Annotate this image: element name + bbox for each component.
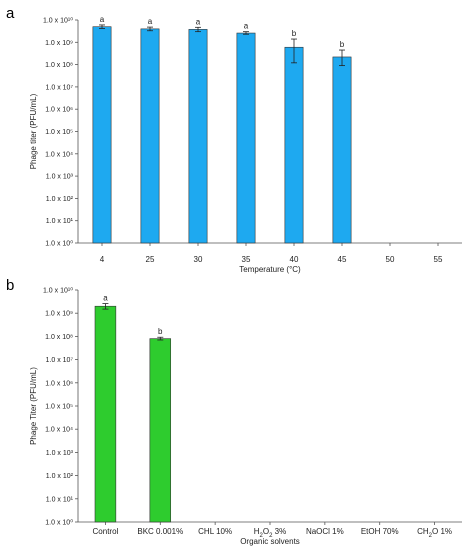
y-tick-label: 1.0 x 10⁹: [45, 40, 73, 47]
y-tick-label: 1.0 x 10⁵: [45, 404, 73, 411]
significance-label: a: [148, 17, 153, 26]
y-tick-label: 1.0 x 10²: [46, 196, 74, 203]
x-tick-label: H2O2 3%: [254, 527, 287, 539]
y-tick-label: 1.0 x 10⁵: [45, 129, 73, 136]
x-tick-label: CHL 10%: [198, 527, 232, 536]
bar: [94, 305, 117, 523]
panel-letter-a: a: [6, 5, 15, 22]
y-tick-label: 1.0 x 10⁰: [45, 240, 73, 248]
x-tick-label: CH2O 1%: [417, 527, 452, 539]
x-axis-title-b: Organic solvents: [240, 537, 300, 546]
y-tick-label: 1.0 x 10⁴: [45, 151, 73, 158]
x-tick-label: BKC 0.001%: [137, 527, 183, 536]
y-axis-title-a: Phage titer (PFU/mL): [29, 93, 38, 169]
significance-label: a: [196, 17, 201, 26]
y-tick-label: 1.0 x 10⁸: [45, 62, 73, 69]
significance-label: a: [244, 22, 249, 31]
panel-b: b Phage Titer (PFU/mL) Organic solvents …: [6, 277, 462, 546]
y-axis-title-b: Phage Titer (PFU/mL): [29, 367, 38, 445]
x-tick-label: NaOCl 1%: [306, 527, 344, 536]
y-tick-label: 1.0 x 10¹: [46, 496, 74, 503]
y-tick-label: 1.0 x 10¹⁰: [43, 17, 73, 25]
y-tick-label: 1.0 x 10²: [46, 473, 74, 480]
x-tick-label: 55: [434, 255, 443, 264]
x-tick-label: 35: [242, 255, 251, 264]
significance-label: b: [340, 40, 345, 49]
x-tick-label: 50: [386, 255, 395, 264]
y-tick-label: 1.0 x 10⁶: [45, 380, 73, 387]
y-tick-label: 1.0 x 10⁹: [45, 311, 73, 318]
y-tick-label: 1.0 x 10³: [46, 174, 74, 181]
significance-label: a: [103, 294, 108, 303]
x-tick-label: 4: [100, 255, 105, 264]
bar: [92, 26, 112, 244]
y-tick-label: 1.0 x 10⁶: [45, 107, 73, 114]
x-tick-label: Control: [93, 527, 119, 536]
significance-label: b: [158, 327, 163, 336]
y-tick-label: 1.0 x 10³: [46, 450, 74, 457]
y-tick-label: 1.0 x 10¹: [46, 218, 74, 225]
significance-label: a: [100, 15, 105, 24]
panel-a: a Phage titer (PFU/mL) Temperature (°C) …: [6, 5, 462, 274]
y-tick-label: 1.0 x 10¹⁰: [43, 287, 73, 295]
x-axis-title-a: Temperature (°C): [239, 265, 301, 274]
x-tick-label: EtOH 70%: [361, 527, 399, 536]
x-tick-label: 45: [338, 255, 347, 264]
bar: [236, 32, 256, 244]
bar: [332, 56, 352, 244]
x-tick-label: 25: [146, 255, 155, 264]
bar: [149, 338, 172, 523]
x-tick-label: 30: [194, 255, 203, 264]
y-tick-label: 1.0 x 10⁷: [46, 357, 74, 364]
significance-label: b: [292, 29, 297, 38]
x-tick-label: 40: [290, 255, 299, 264]
bar: [140, 28, 160, 244]
y-tick-label: 1.0 x 10⁷: [46, 84, 74, 91]
panel-letter-b: b: [6, 277, 14, 294]
y-tick-label: 1.0 x 10⁰: [45, 519, 73, 527]
bar: [284, 46, 304, 244]
y-tick-label: 1.0 x 10⁴: [45, 427, 73, 434]
bar: [188, 29, 208, 244]
y-tick-label: 1.0 x 10⁸: [45, 334, 73, 341]
